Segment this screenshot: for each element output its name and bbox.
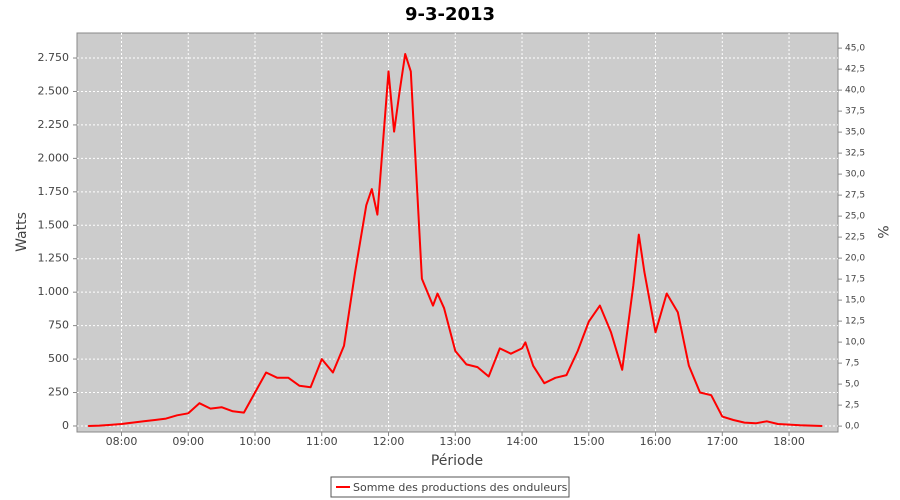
y-axis-label: Watts: [14, 212, 30, 252]
y2-tick-label: 5,0: [845, 380, 860, 390]
y-tick-label: 2.250: [38, 118, 70, 131]
x-tick-label: 08:00: [106, 435, 138, 448]
x-tick-label: 18:00: [773, 435, 805, 448]
y2-axis-label: %: [874, 225, 890, 238]
chart-title: 9-3-2013: [405, 4, 495, 25]
y-tick-label: 2.750: [38, 51, 70, 64]
y-tick-label: 2.500: [38, 84, 70, 97]
y-tick-label: 1.500: [38, 218, 70, 231]
y-tick-label: 2.000: [38, 151, 70, 164]
y-tick-label: 0: [62, 419, 69, 432]
x-tick-label: 12:00: [373, 435, 405, 448]
y2-tick-label: 17,5: [845, 275, 865, 285]
grid: [77, 33, 838, 432]
x-tick-label: 11:00: [306, 435, 338, 448]
x-tick-label: 09:00: [172, 435, 204, 448]
y2-tick-label: 0,0: [845, 422, 860, 432]
y2-tick-label: 37,5: [845, 107, 865, 117]
y2-tick-label: 27,5: [845, 191, 865, 201]
y2-tick-label: 32,5: [845, 149, 865, 159]
y-tick-label: 500: [48, 352, 69, 365]
y-tick-label: 1.250: [38, 252, 70, 265]
y2-tick-label: 42,5: [845, 65, 865, 75]
y2-tick-label: 2,5: [845, 401, 859, 411]
y2-tick-label: 7,5: [845, 359, 859, 369]
line: [88, 53, 823, 427]
plot-area: [76, 32, 839, 433]
y-tick-label: 1.750: [38, 185, 70, 198]
y-tick-label: 750: [48, 319, 69, 332]
y2-tick-label: 25,0: [845, 212, 865, 222]
y2-tick-label: 35,0: [845, 128, 865, 138]
y2-tick-label: 10,0: [845, 338, 865, 348]
y2-tick-label: 20,0: [845, 254, 865, 264]
x-tick-label: 15:00: [573, 435, 605, 448]
y2-tick-label: 22,5: [845, 233, 865, 243]
y2-tick-label: 15,0: [845, 296, 865, 306]
y2-tick-label: 45,0: [845, 44, 865, 54]
y-tick-label: 1.000: [38, 285, 70, 298]
y2-tick-label: 40,0: [845, 86, 865, 96]
x-tick-label: 13:00: [439, 435, 471, 448]
y2-tick-label: 30,0: [845, 170, 865, 180]
legend: [330, 476, 570, 498]
x-tick-label: 16:00: [640, 435, 672, 448]
y2-tick-label: 12,5: [845, 317, 865, 327]
x-tick-label: 17:00: [706, 435, 738, 448]
x-axis-label: Période: [431, 453, 483, 469]
x-tick-label: 14:00: [506, 435, 538, 448]
x-tick-label: 10:00: [239, 435, 271, 448]
y-tick-label: 250: [48, 386, 69, 399]
legend-label: Somme des productions des onduleurs: [353, 481, 568, 494]
